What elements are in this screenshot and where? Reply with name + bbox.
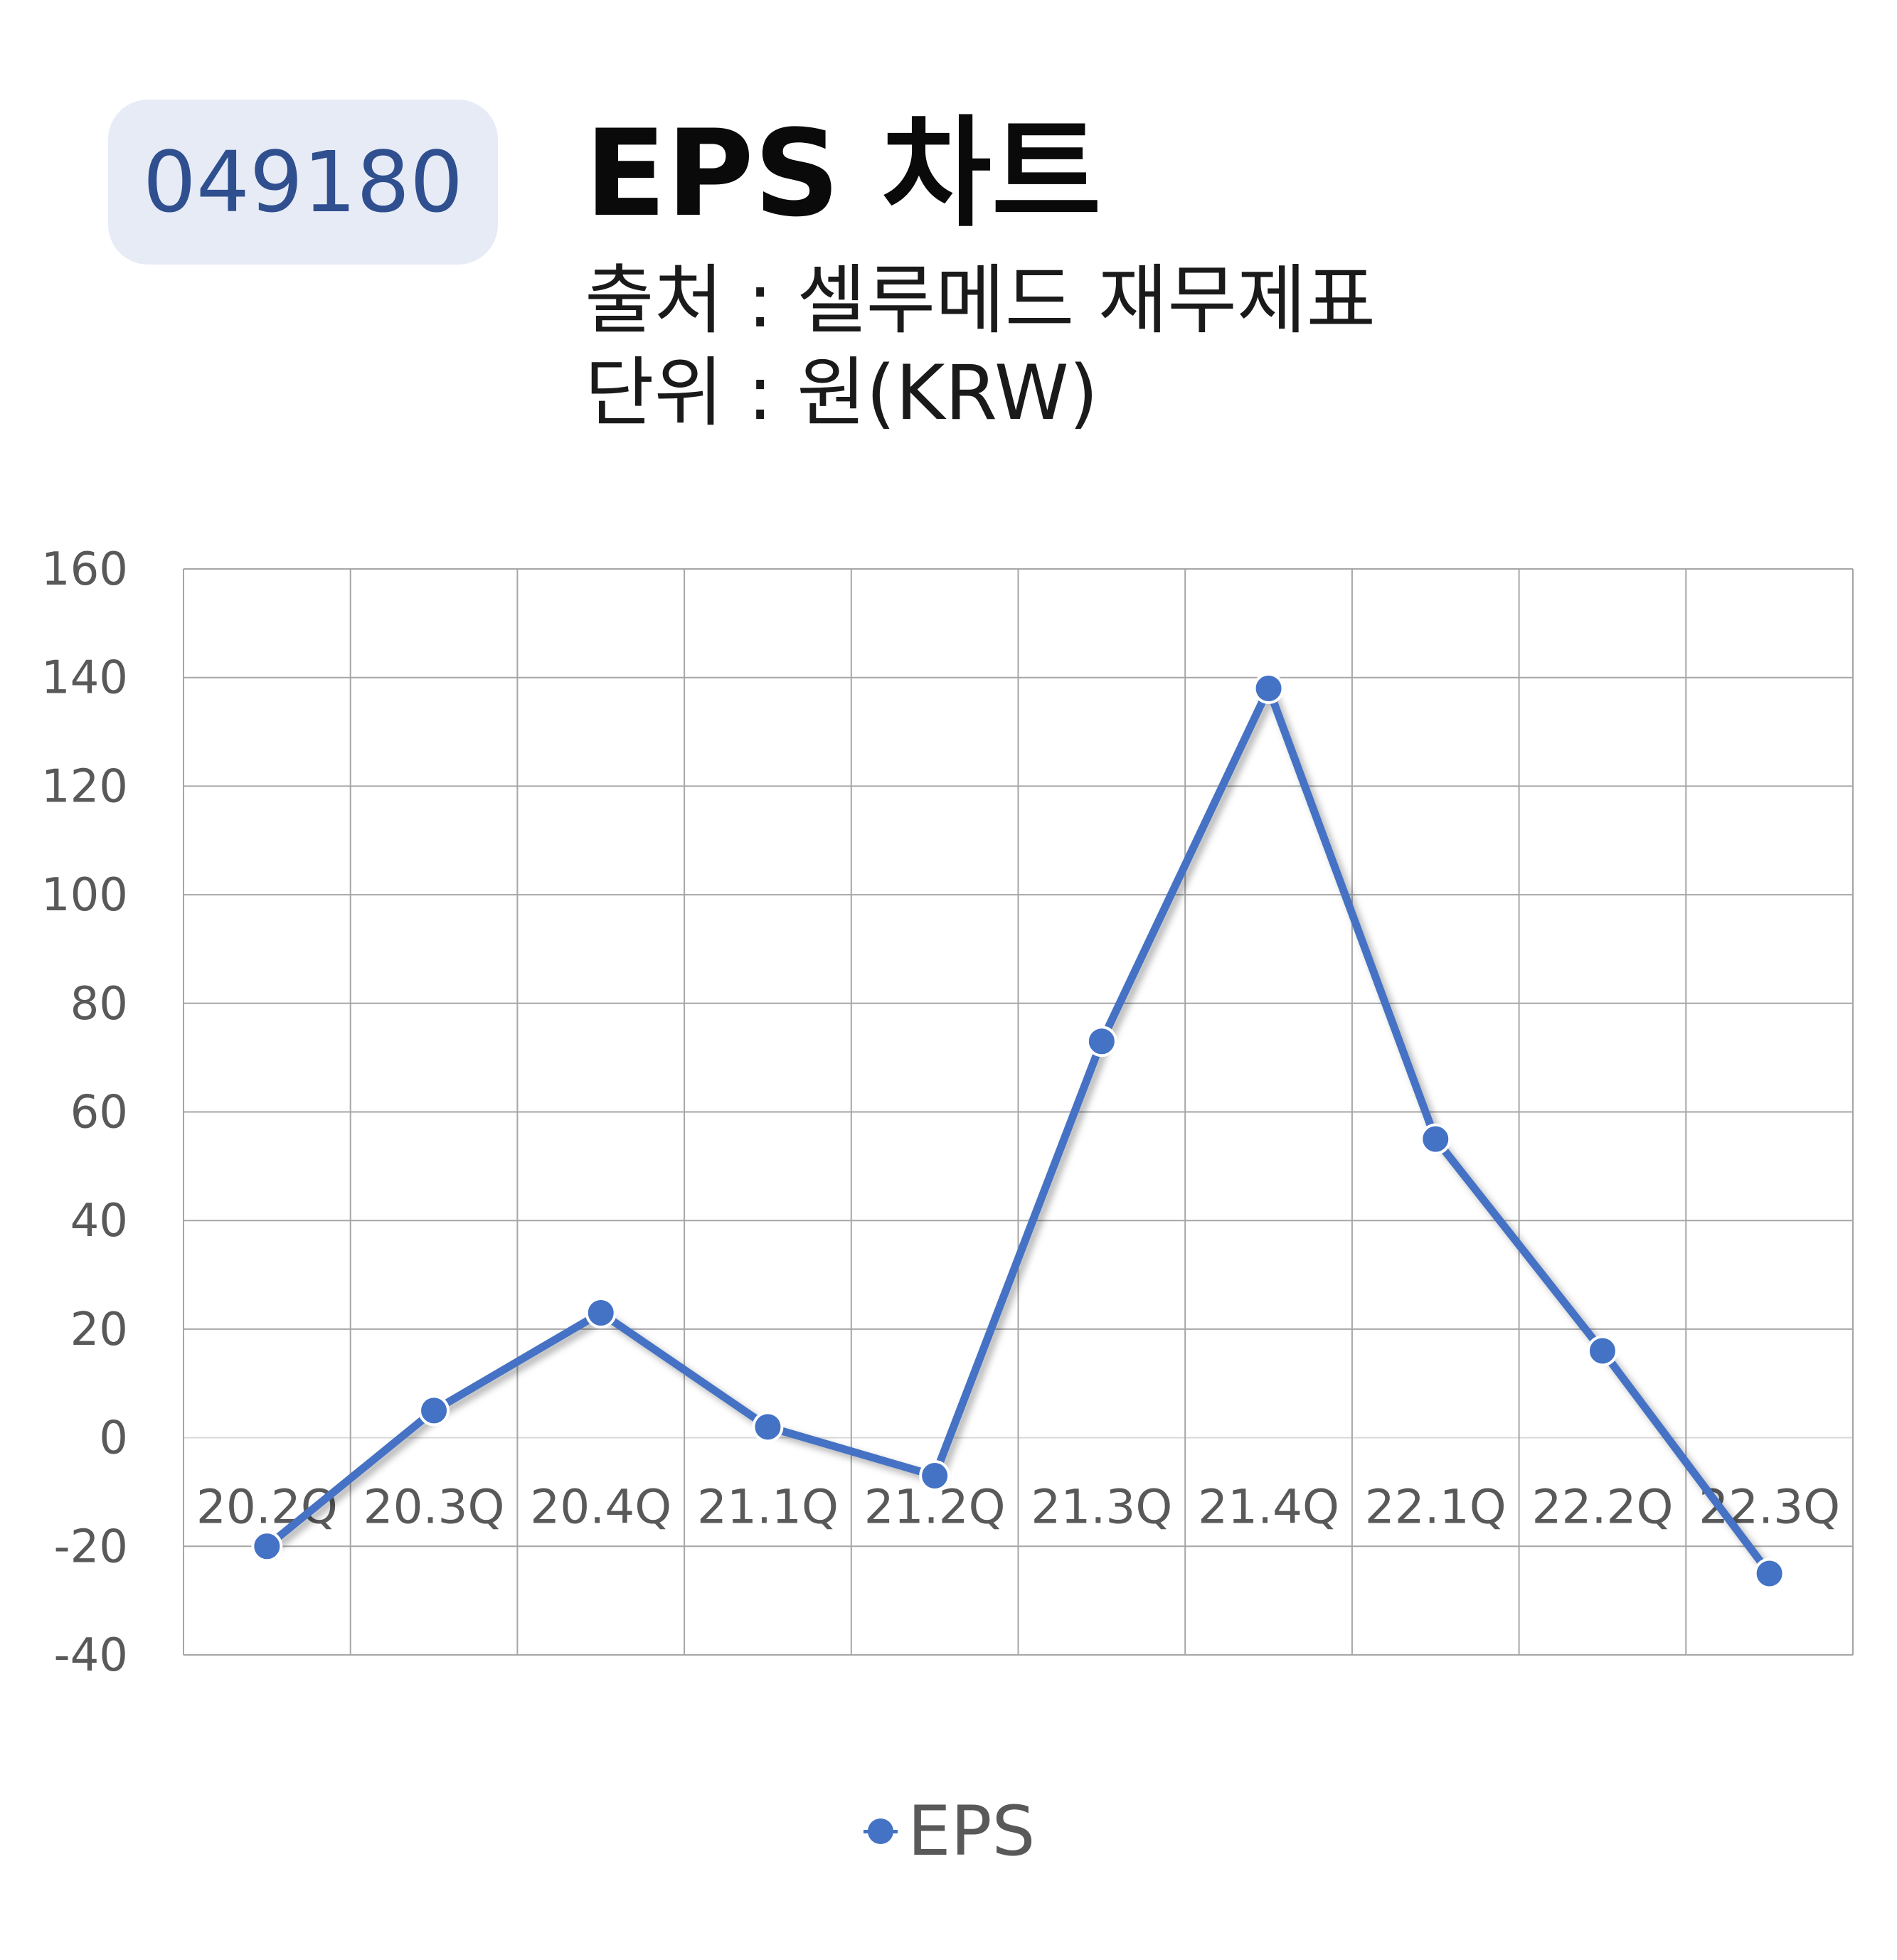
x-tick-label: 22.1Q bbox=[1365, 1480, 1507, 1535]
x-tick-label: 21.4Q bbox=[1198, 1480, 1339, 1535]
grid bbox=[183, 568, 1854, 1656]
data-point bbox=[1420, 1123, 1452, 1155]
data-point bbox=[251, 1530, 283, 1562]
y-tick-label: 60 bbox=[70, 1087, 128, 1139]
y-tick-label: 80 bbox=[70, 978, 128, 1030]
legend-label: EPS bbox=[908, 1791, 1036, 1871]
legend: EPS bbox=[861, 1792, 1035, 1870]
x-tick-label: 21.1Q bbox=[697, 1480, 839, 1535]
legend-marker-icon bbox=[861, 1817, 900, 1846]
y-tick-label: -20 bbox=[53, 1520, 128, 1573]
y-tick-label: 120 bbox=[41, 760, 128, 813]
unit-note: 단위 : 원(KRW) bbox=[585, 349, 1099, 437]
y-tick-label: 20 bbox=[70, 1304, 128, 1356]
y-tick-label: 0 bbox=[99, 1412, 128, 1465]
x-tick-label: 20.4Q bbox=[530, 1480, 671, 1535]
stock-code: 049180 bbox=[142, 133, 464, 231]
series-line bbox=[262, 684, 1774, 1577]
y-tick-label: 160 bbox=[41, 543, 128, 596]
y-tick-label: -40 bbox=[53, 1629, 128, 1682]
y-tick-label: 140 bbox=[41, 652, 128, 705]
data-point bbox=[919, 1460, 951, 1492]
series-eps bbox=[251, 672, 1785, 1589]
x-tick-label: 20.3Q bbox=[363, 1480, 505, 1535]
data-point bbox=[1753, 1557, 1785, 1589]
data-point bbox=[418, 1395, 450, 1427]
x-tick-label: 22.2Q bbox=[1531, 1480, 1673, 1535]
x-axis-tick-labels: 20.2Q 20.3Q 20.4Q 21.1Q 21.2Q 21.3Q 21.4Q 22.1Q… bbox=[196, 1480, 1840, 1535]
y-tick-label: 40 bbox=[70, 1195, 128, 1247]
chart-title: EPS 차트 bbox=[585, 104, 1102, 243]
data-point bbox=[1586, 1335, 1618, 1367]
stock-code-badge: 049180 bbox=[108, 100, 498, 265]
x-tick-label: 21.3Q bbox=[1031, 1480, 1172, 1535]
y-tick-label: 100 bbox=[41, 869, 128, 922]
data-point bbox=[585, 1296, 617, 1328]
data-point bbox=[1253, 672, 1285, 704]
source-note: 출처 : 셀루메드 재무제표 bbox=[585, 257, 1376, 344]
y-axis-tick-labels: 160 140 120 100 80 60 40 20 0 -20 -40 bbox=[41, 543, 128, 1682]
data-point bbox=[1085, 1026, 1117, 1058]
data-point bbox=[752, 1411, 784, 1443]
